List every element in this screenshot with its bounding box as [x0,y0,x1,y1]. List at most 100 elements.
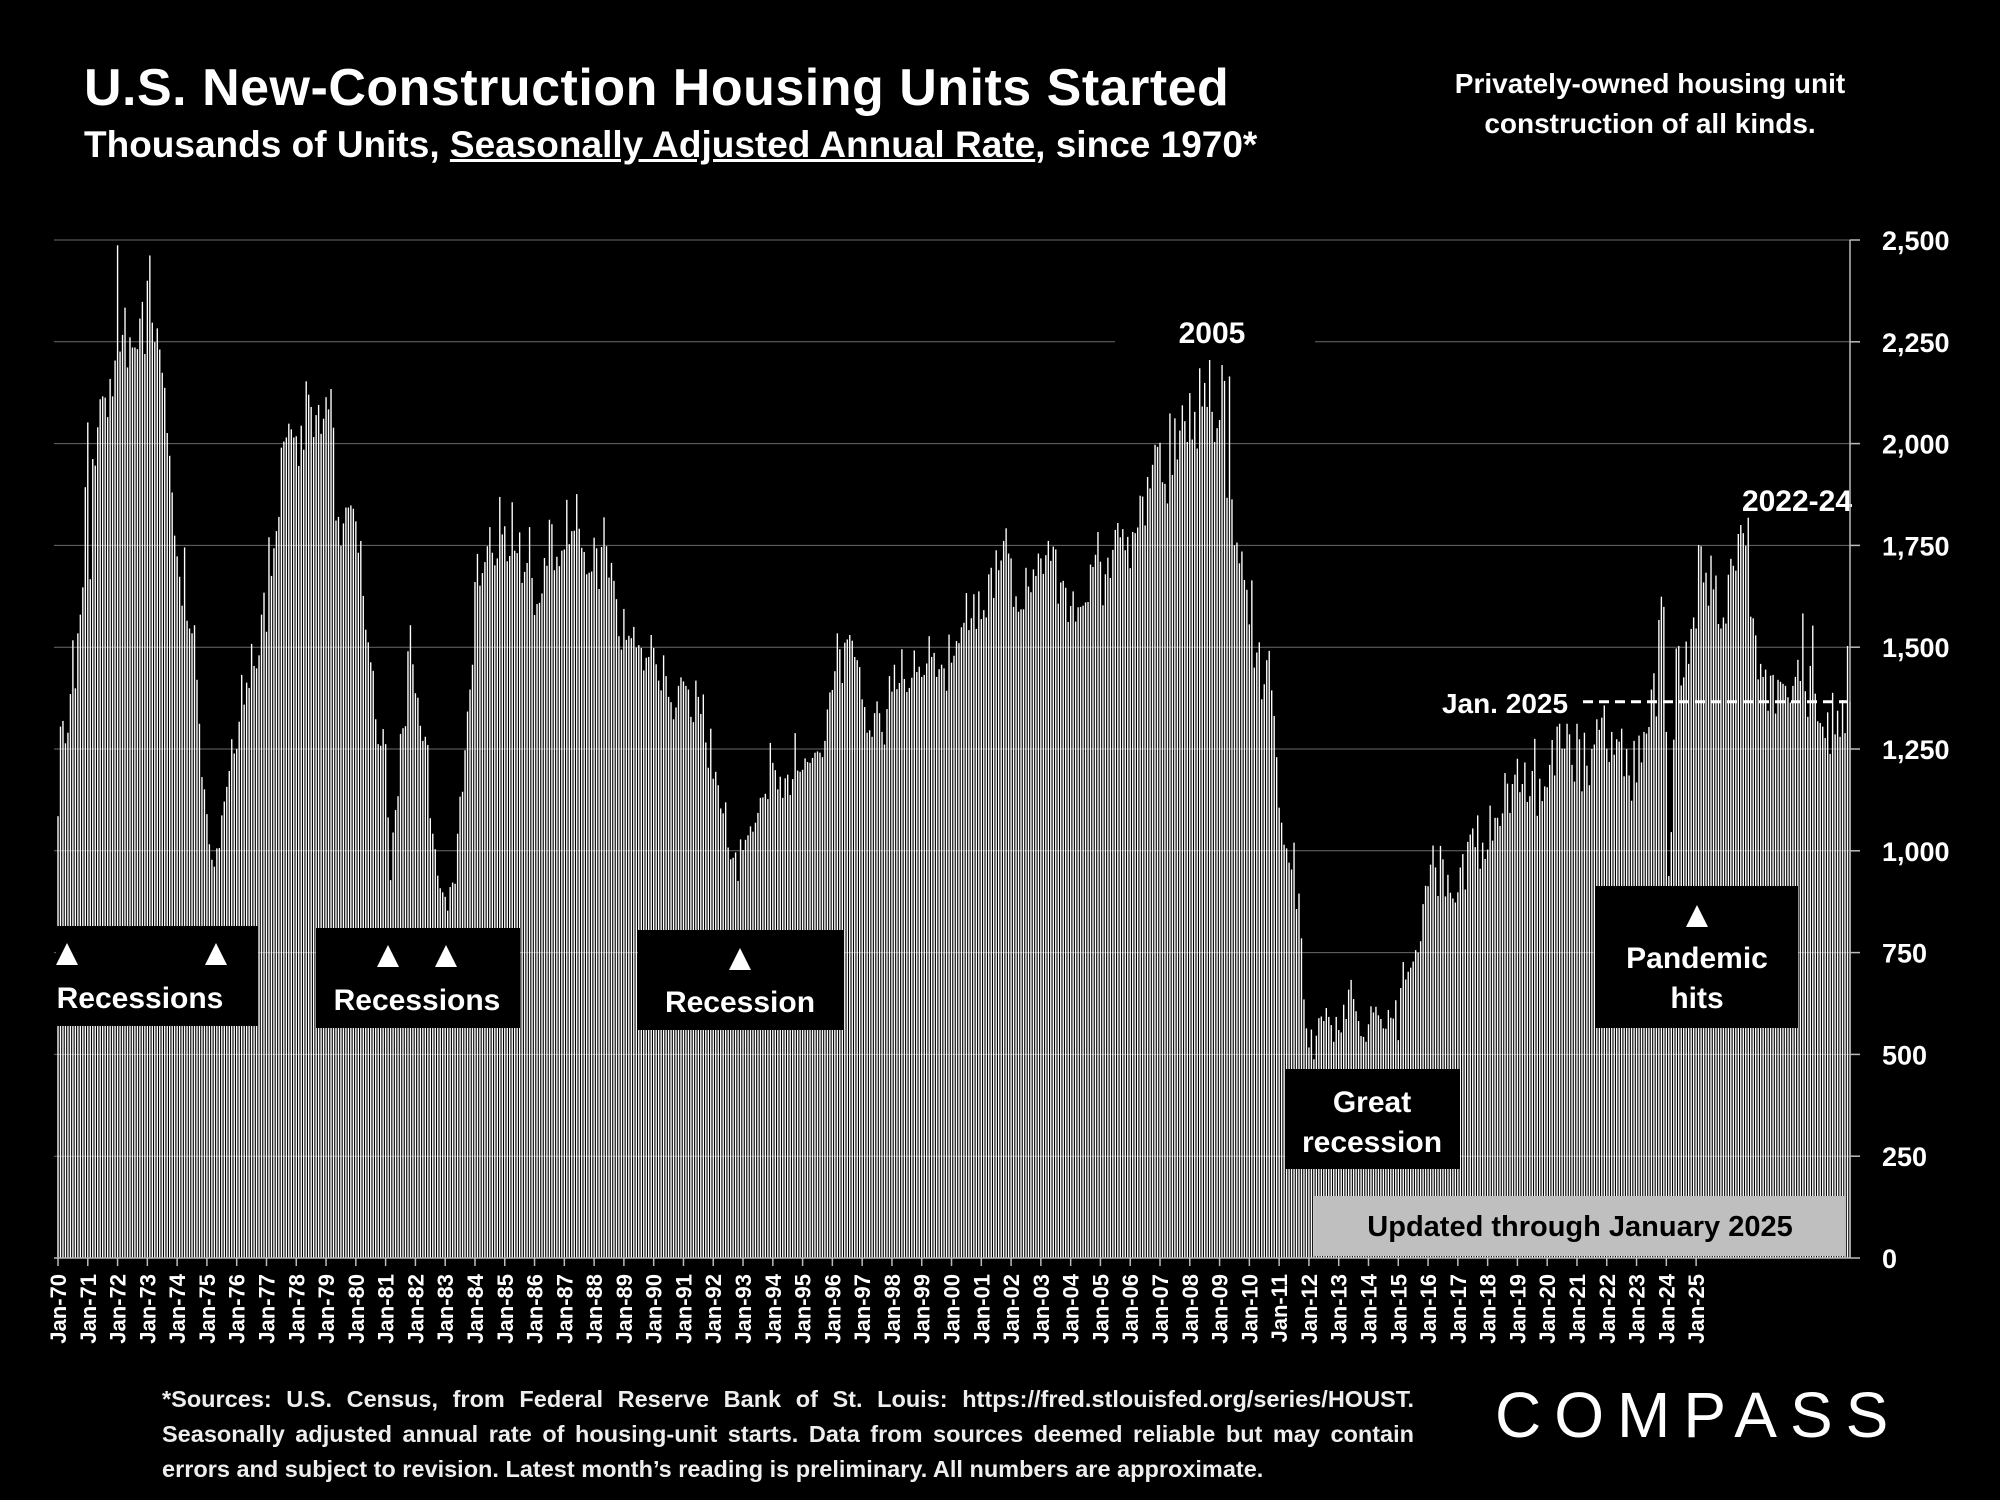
bar [330,389,332,1258]
bar [928,636,930,1258]
bar [1010,558,1012,1258]
bar [1494,817,1496,1258]
bar [347,507,350,1258]
bar [893,664,896,1258]
bar [722,813,724,1258]
y-tick-label: 1,000 [1882,837,1950,867]
bar [1477,815,1479,1258]
bar [154,342,156,1259]
bar [1432,845,1434,1258]
x-tick-label: Jan-79 [314,1274,339,1344]
x-tick-label: Jan-81 [374,1274,399,1344]
bar [960,627,963,1258]
bar [476,553,479,1258]
bar [1243,580,1246,1258]
bar [923,674,925,1258]
bar [1042,573,1045,1258]
bar [1834,734,1836,1258]
bar [1509,812,1511,1258]
bar [935,676,938,1258]
bar [1583,732,1586,1258]
bar [980,619,982,1258]
bar [1012,606,1015,1258]
annotation-box [316,928,520,1028]
bar [615,599,618,1258]
bar [305,381,307,1258]
x-tick-label: Jan-76 [225,1274,250,1344]
bar [965,593,968,1258]
x-tick-label: Jan-87 [552,1274,577,1344]
bar [1268,650,1270,1258]
bar [863,707,866,1258]
bar [479,585,481,1258]
bar [342,523,345,1258]
bar [945,690,948,1258]
bar [854,656,856,1258]
bar [288,423,290,1258]
annotation-2005: 2005 [1179,317,1246,350]
bar [260,614,263,1258]
bar [1099,561,1102,1258]
bar [581,547,583,1258]
bar [437,875,439,1258]
bar [1119,537,1121,1258]
bar [173,535,176,1258]
bar [955,641,958,1258]
bar [578,528,580,1258]
bar [1084,602,1087,1258]
x-tick-label: Jan-21 [1565,1274,1590,1344]
bar [1263,684,1265,1258]
bar [208,844,211,1258]
bar [901,649,903,1258]
bar [451,882,454,1258]
bar [1578,739,1581,1258]
bar [556,556,558,1258]
x-tick-label: Jan-72 [106,1274,131,1344]
bar [1511,784,1514,1258]
bar [164,387,166,1258]
bar [101,396,104,1258]
bar [963,622,965,1258]
bar [908,687,911,1258]
bar [1241,551,1243,1258]
bar [474,582,476,1258]
bar [439,888,441,1258]
bar [1114,529,1117,1258]
y-tick-label: 500 [1882,1040,1927,1070]
bar [213,866,216,1258]
bar [1199,368,1201,1258]
bar [551,524,553,1258]
bar [1556,726,1558,1258]
bar [1593,744,1596,1258]
x-tick-label: Jan-95 [791,1274,816,1344]
bar [454,883,456,1258]
bar [1154,444,1156,1258]
x-tick-label: Jan-00 [940,1274,965,1344]
bar [1186,441,1188,1259]
bar [1258,642,1260,1258]
bar [891,691,893,1258]
bar [1831,692,1834,1258]
bar [1817,721,1819,1258]
bar [1271,690,1273,1258]
bar [444,896,446,1258]
x-tick-label: Jan-98 [880,1274,905,1344]
bar [516,553,518,1258]
bar [856,660,858,1258]
bar [918,666,920,1258]
x-tick-label: Jan-83 [433,1274,458,1344]
bar [1504,773,1506,1258]
bar [1551,740,1553,1258]
bar [258,655,260,1258]
x-tick-label: Jan-78 [284,1274,309,1344]
bar [1561,748,1563,1258]
bar [392,832,394,1258]
bar [883,744,886,1258]
bar [166,433,168,1258]
bar [1824,738,1826,1258]
bar [1136,527,1139,1258]
bar [501,534,503,1258]
bar [1179,430,1181,1258]
bar [1496,817,1499,1258]
bar [1256,652,1258,1258]
